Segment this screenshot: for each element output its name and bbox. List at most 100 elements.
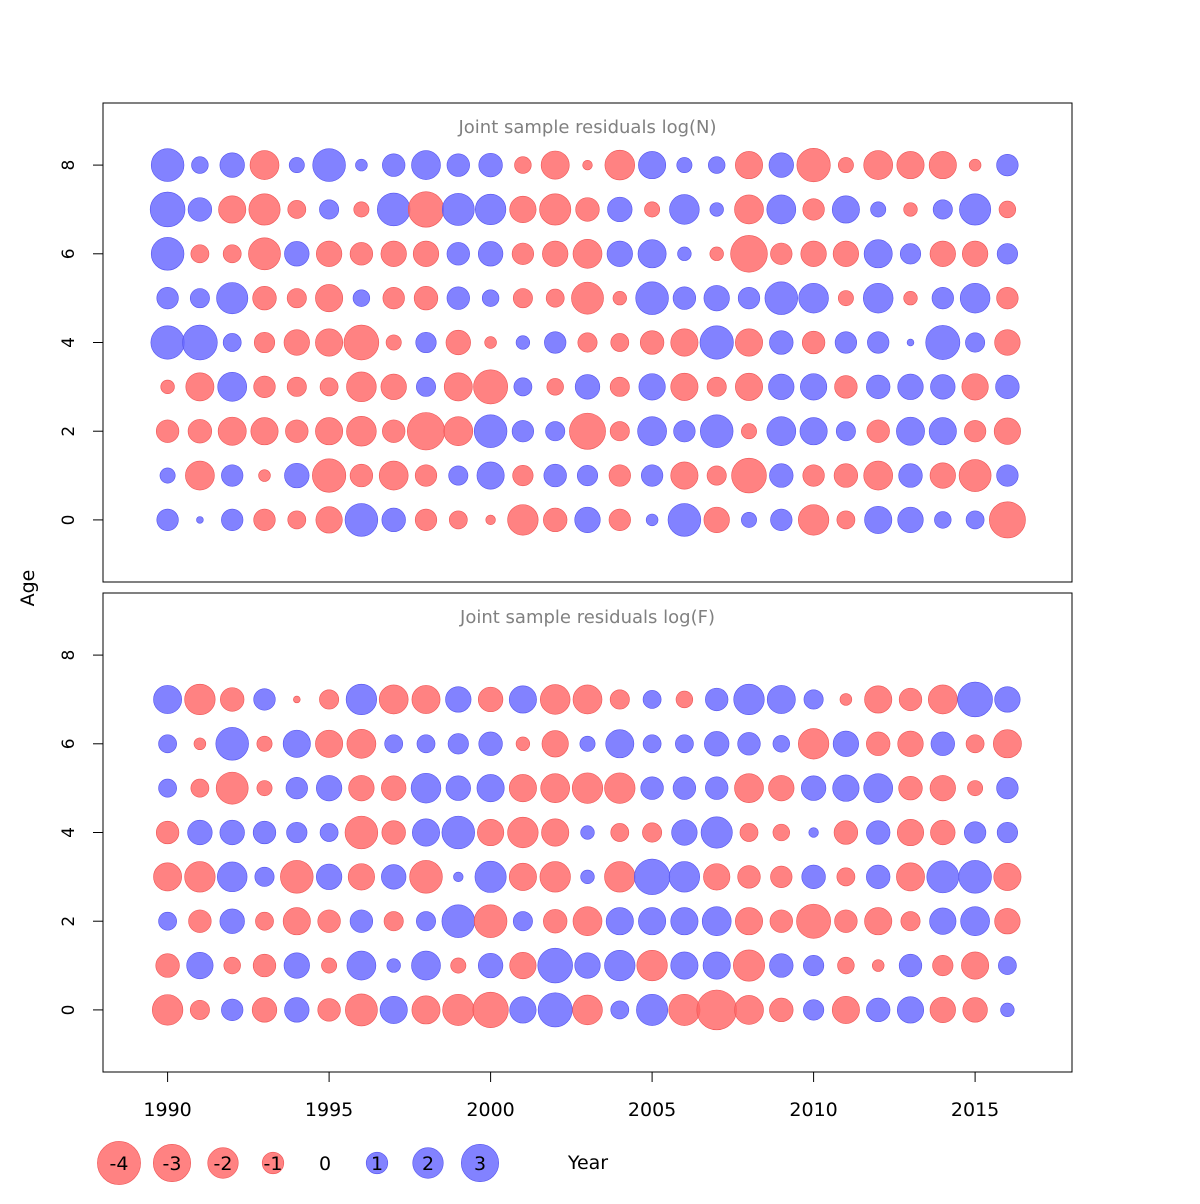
- bubble: [473, 904, 508, 938]
- bubble: [609, 376, 630, 397]
- bubble: [699, 325, 734, 360]
- bubble: [509, 195, 537, 223]
- bubble: [766, 194, 797, 225]
- bubble: [249, 150, 280, 180]
- legend-bubble: [152, 1143, 192, 1183]
- bubble: [799, 417, 828, 446]
- bubble: [998, 200, 1017, 219]
- bubble: [537, 992, 573, 1028]
- bubble: [546, 378, 564, 396]
- bubble: [670, 372, 699, 401]
- bubble: [610, 823, 630, 842]
- bubble: [540, 684, 571, 715]
- bubble: [380, 373, 407, 400]
- bubble: [928, 151, 957, 180]
- bubble: [473, 414, 508, 448]
- bubble: [475, 193, 507, 226]
- bubble: [319, 199, 340, 220]
- bubble: [574, 374, 601, 400]
- bubble: [540, 773, 570, 803]
- bubble: [703, 506, 730, 533]
- bubble: [929, 996, 956, 1023]
- bubble: [675, 690, 694, 709]
- bubble: [606, 240, 633, 267]
- bubble: [184, 861, 216, 893]
- bubble: [352, 289, 371, 307]
- bubble: [346, 729, 377, 759]
- bubble: [545, 421, 566, 442]
- bubble: [704, 731, 730, 757]
- bubble: [801, 330, 826, 355]
- bubble: [768, 152, 794, 178]
- bubble: [286, 288, 307, 309]
- bubble: [996, 243, 1018, 265]
- bubble: [256, 735, 273, 752]
- bubble: [150, 325, 185, 360]
- x-tick-label: 2005: [628, 1099, 676, 1121]
- bubble: [766, 416, 797, 446]
- bubble: [610, 1000, 630, 1020]
- bubble: [285, 777, 308, 800]
- bubble: [153, 685, 182, 714]
- bubble: [406, 412, 446, 451]
- bubble: [515, 736, 531, 751]
- bubble: [317, 909, 341, 933]
- bubble: [383, 911, 404, 932]
- bubble: [835, 421, 856, 442]
- bubble: [347, 863, 375, 891]
- bubble: [485, 514, 496, 526]
- bubble: [579, 735, 596, 752]
- bubble: [769, 997, 794, 1023]
- bubble: [770, 508, 793, 532]
- bubble: [734, 194, 764, 225]
- bubble: [638, 373, 666, 401]
- bubble: [993, 417, 1021, 445]
- bubble: [478, 152, 503, 178]
- bubble: [187, 819, 213, 846]
- legend-label: 2: [422, 1153, 434, 1175]
- bubble: [994, 329, 1021, 356]
- bubble: [349, 242, 374, 266]
- panel-1: Joint sample residuals log(N) 0 2 4 6 8: [59, 102, 1073, 583]
- bubble: [476, 461, 505, 490]
- legend-bubble: [365, 1151, 389, 1175]
- bubble: [349, 909, 374, 933]
- bubble: [256, 780, 273, 797]
- bubble: [906, 338, 915, 347]
- bubble: [668, 993, 701, 1026]
- bubble: [801, 864, 826, 889]
- bubble: [446, 242, 470, 266]
- bubble: [960, 906, 990, 936]
- bubble: [672, 286, 697, 310]
- bubble: [967, 780, 984, 797]
- bubble: [414, 464, 438, 487]
- legend-bubble: [460, 1143, 500, 1183]
- bubble: [377, 192, 411, 227]
- bubble: [312, 148, 346, 182]
- bubble: [670, 907, 699, 936]
- bubble: [605, 907, 634, 936]
- bubble: [222, 333, 242, 352]
- bubble: [670, 461, 699, 490]
- bubble: [932, 955, 954, 977]
- bubble: [863, 282, 894, 314]
- bubble: [448, 510, 468, 530]
- bubble: [378, 460, 409, 491]
- bubble: [864, 907, 893, 936]
- bubble: [315, 417, 344, 446]
- bubble: [834, 909, 858, 933]
- bubble: [897, 373, 924, 400]
- bubble: [1000, 1002, 1015, 1018]
- bubble: [412, 818, 440, 847]
- bubble: [217, 861, 248, 893]
- x-axis-label: Year: [567, 1152, 608, 1174]
- bubble: [672, 776, 697, 800]
- bubble: [253, 331, 276, 354]
- bubble: [251, 997, 278, 1023]
- bubble: [575, 197, 600, 222]
- bubble: [319, 689, 340, 710]
- legend-bubble: [261, 1151, 285, 1175]
- bubble: [539, 861, 571, 893]
- bubble: [381, 507, 406, 533]
- bubble: [156, 508, 179, 532]
